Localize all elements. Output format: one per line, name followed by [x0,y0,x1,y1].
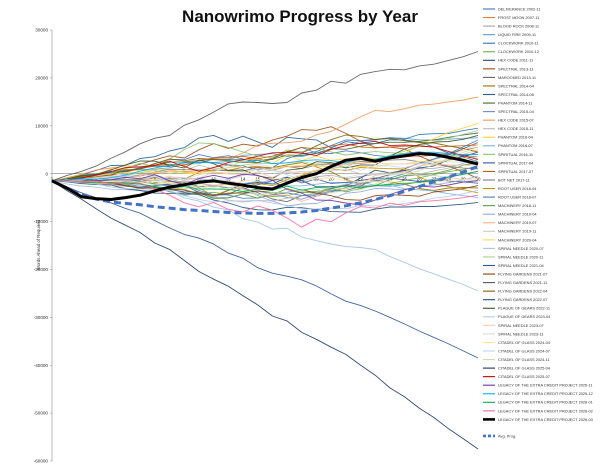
x-tick-label: 30 [476,177,481,182]
series-line-12 [51,132,479,182]
series-line-11 [51,134,479,182]
x-tick-label: 26 [417,177,422,182]
legend-entry: FLYING GARDENS 2021-07 [498,271,547,276]
legend-entry: CITADEL OF GLASS 2024-11 [498,357,550,362]
x-tick-label: 23 [373,177,378,182]
legend-entry: SPIRITUAL 2017-04 [498,160,534,165]
legend-entry: SPECTRAL 2014-04 [498,83,535,88]
legend-entry: SPIRITUAL 2017-07 [498,169,533,174]
legend-entry: LEGACY OF THE EXTRA CREDIT PROJECT 2025-… [498,383,593,388]
legend-entry: SPIRITUAL 2016-11 [498,152,533,157]
series-line-43 [51,180,479,450]
series-line-44 [51,140,479,182]
legend-entry: CLOCKWORK 2010-11 [498,41,539,46]
highlight-series-line [51,152,479,201]
legend-entry: MACHINERY 2020-04 [498,237,537,242]
series-line-46 [51,151,479,182]
legend-entry: LEGACY OF THE EXTRA CREDIT PROJECT 2026-… [498,400,593,405]
legend-entry: PLAGUE OF GEARS 2022-11 [498,306,550,311]
series-line-27 [51,169,479,185]
x-tick-label: 28 [446,177,451,182]
series-line-31 [51,180,479,359]
legend-entry: CLOCKWORK 2010-12 [498,49,539,54]
legend-entry: PHANTOM 2014-11 [498,100,532,105]
legend-entry: LEGACY OF THE EXTRA CREDIT PROJECT 2025-… [498,391,593,396]
legend-entry: SPIRAL NEEDLE 2023-11 [498,331,543,336]
series-line-26 [51,149,479,202]
series-line-45 [51,173,479,206]
legend-entry: SPIRAL NEEDLE 2021-04 [498,263,545,268]
y-tick-label: -10000 [34,219,49,224]
y-tick-label: -30000 [34,315,49,320]
legend-entry: CITADEL OF GLASS 2025-07 [498,374,550,379]
legend-entry: HEX CODE 2015-11 [498,126,533,131]
series-line-48 [51,180,479,228]
x-tick-label: 20 [329,177,334,182]
chart-title: Nanowrimo Progress by Year [182,7,418,26]
legend-entry: SPECTRAL 2013-11 [498,66,533,71]
series-line-37 [51,180,479,210]
series-line-41 [52,161,479,187]
series-line-38 [51,158,479,182]
x-tick-label: 8 [154,177,157,182]
legend-entry: FLYING GARDENS 2021-11 [498,280,547,285]
series-line-42 [51,146,479,196]
plot-area: 30000 20000 10000 0 -10000 -20000 -30000 -40000… [34,28,481,464]
legend-entry: ROOT USER 2018-07 [498,195,536,200]
legend-entry: LEGACY OF THE EXTRA CREDIT PROJECT 2026-… [498,408,593,413]
legend-entry: LIQUID FIRE 2009-11 [498,32,536,37]
y-tick-label: 10000 [35,123,48,128]
series-line-24 [51,161,479,200]
series-line-33 [51,51,479,182]
legend-entry: MACHINERY 2019-07 [498,220,537,225]
legend-entry: ROOT USER 2018-04 [498,186,537,191]
series-line-34 [51,134,479,182]
legend-entry: SPIRAL NEEDLE 2020-11 [498,254,543,259]
legend-entry: Avg. Prog. [498,433,516,438]
legend-entry: MAROONED 2013-11 [498,75,536,80]
y-tick-label: -50000 [34,411,49,416]
legend-entry: PHANTOM 2016-07 [498,143,533,148]
legend-entry: SPIRAL NEEDLE 2023-07 [498,323,544,328]
y-tick-label: -40000 [34,363,49,368]
legend-entry: BLOOD ROCK 2008-11 [498,24,539,29]
x-tick-label: 25 [402,177,407,182]
x-tick-label: 14 [241,177,246,182]
y-tick-label: -20000 [34,267,49,272]
legend-entry: MACHINERY 2018-11 [498,203,536,208]
y-tick-label: 0 [45,171,48,176]
x-tick-label: 24 [387,177,392,182]
legend-entry: CITADEL OF GLASS 2024-07 [498,348,550,353]
series-line-32 [51,180,479,201]
legend-entry: BOT NET 2017-11 [498,177,530,182]
series-line-36 [51,134,479,182]
legend-entry: SPIRAL NEEDLE 2020-07 [498,246,544,251]
legend-entry: CITADEL OF GLASS 2025-04 [498,366,551,371]
legend-entry: HEX CODE 2015-07 [498,118,534,123]
y-tick-label: -60000 [34,459,49,464]
legend-entry: DELIVERANCE 2002-11 [498,6,541,11]
y-tick-label: 30000 [35,28,48,33]
legend-entry: FROST MOON 2007-11 [498,15,539,20]
legend-entry: FLYING GARDENS 2022-07 [498,297,547,302]
legend-entry: FLYING GARDENS 2022-04 [498,289,548,294]
y-tick-label: 20000 [35,75,48,80]
legend-entry: SPECTRAL 2014-08 [498,92,534,97]
x-tick-label: 1 [51,177,54,182]
legend: DELIVERANCE 2002-11 FROST MOON 2007-11 BLO… [483,6,593,438]
legend-entry: CITADEL OF GLASS 2024-04 [498,340,551,345]
series-line-29 [51,180,479,292]
x-tick-label: 11 [197,177,202,182]
series-line-15 [51,158,479,203]
x-tick-label: 22 [358,177,363,182]
legend-entry: HEX CODE 2011-11 [498,58,533,63]
legend-entry: SPECTRAL 2015-04 [498,109,535,114]
legend-entry: MACHINERY 2019-04 [498,212,537,217]
legend-entry: PHANTOM 2016-04 [498,135,534,140]
y-axis-label: Words Ahead of Required [36,219,41,270]
legend-entry: LEGACY OF THE EXTRA CREDIT PROJECT 2026-… [498,417,593,422]
legend-entry: PLAGUE OF GEARS 2023-04 [498,314,551,319]
legend-entry: MACHINERY 2019-11 [498,229,536,234]
